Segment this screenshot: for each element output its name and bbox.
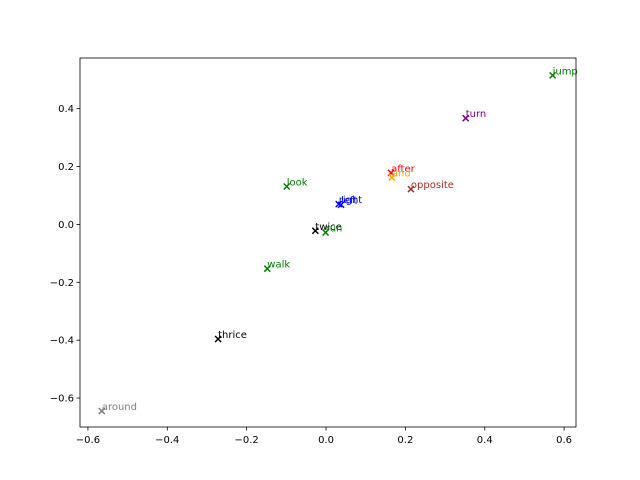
point-label: twice (315, 222, 342, 233)
x-tick-label: −0.2 (235, 435, 259, 446)
point-label: and (392, 169, 411, 180)
point-left: left (337, 196, 357, 209)
point-marker (337, 201, 345, 209)
point-label: walk (267, 260, 290, 271)
x-tick-label: −0.4 (155, 435, 179, 446)
point-label: left (341, 196, 357, 207)
y-tick-label: −0.6 (50, 394, 74, 405)
point-run: run (322, 224, 343, 237)
y-tick-label: −0.2 (50, 278, 74, 289)
y-tick-label: 0.4 (58, 104, 74, 115)
y-axis: −0.6 −0.4 −0.2 0.0 0.2 0.4 (50, 104, 80, 405)
point-label: around (102, 402, 137, 413)
point-twice: twice (311, 222, 342, 235)
point-label: turn (466, 109, 487, 120)
point-jump: jump (549, 66, 578, 79)
point-marker (549, 71, 557, 79)
point-marker (388, 173, 396, 182)
point-label: right (339, 195, 363, 206)
x-tick-label: 0.4 (477, 435, 493, 446)
point-label: jump (552, 66, 578, 77)
point-turn: turn (462, 109, 487, 122)
point-label: after (391, 164, 416, 175)
point-label: opposite (411, 180, 454, 191)
plot-area (80, 58, 576, 427)
x-tick-label: 0.6 (556, 435, 572, 446)
point-look: look (283, 177, 308, 191)
point-marker (407, 185, 415, 193)
point-label: look (287, 177, 308, 188)
point-label: thrice (218, 330, 247, 341)
point-marker (462, 114, 470, 122)
point-marker (263, 265, 271, 273)
point-marker (322, 228, 330, 237)
point-marker (98, 407, 106, 415)
point-opposite: opposite (407, 180, 454, 193)
y-tick-label: 0.0 (58, 220, 74, 231)
point-marker (214, 335, 222, 343)
y-tick-label: 0.2 (58, 162, 74, 173)
axes-frame (79, 57, 577, 428)
point-walk: walk (263, 260, 290, 273)
point-marker (283, 182, 291, 191)
point-marker (311, 227, 319, 235)
x-axis: −0.6 −0.4 −0.2 0.0 0.2 0.4 0.6 (76, 427, 572, 446)
point-thrice: thrice (214, 330, 247, 343)
point-and: and (388, 169, 411, 182)
y-tick-label: −0.4 (50, 336, 74, 347)
x-tick-label: −0.6 (76, 435, 100, 446)
x-tick-label: 0.2 (397, 435, 413, 446)
point-label: run (326, 224, 343, 235)
point-around: around (98, 402, 137, 415)
x-tick-label: 0.0 (318, 435, 334, 446)
